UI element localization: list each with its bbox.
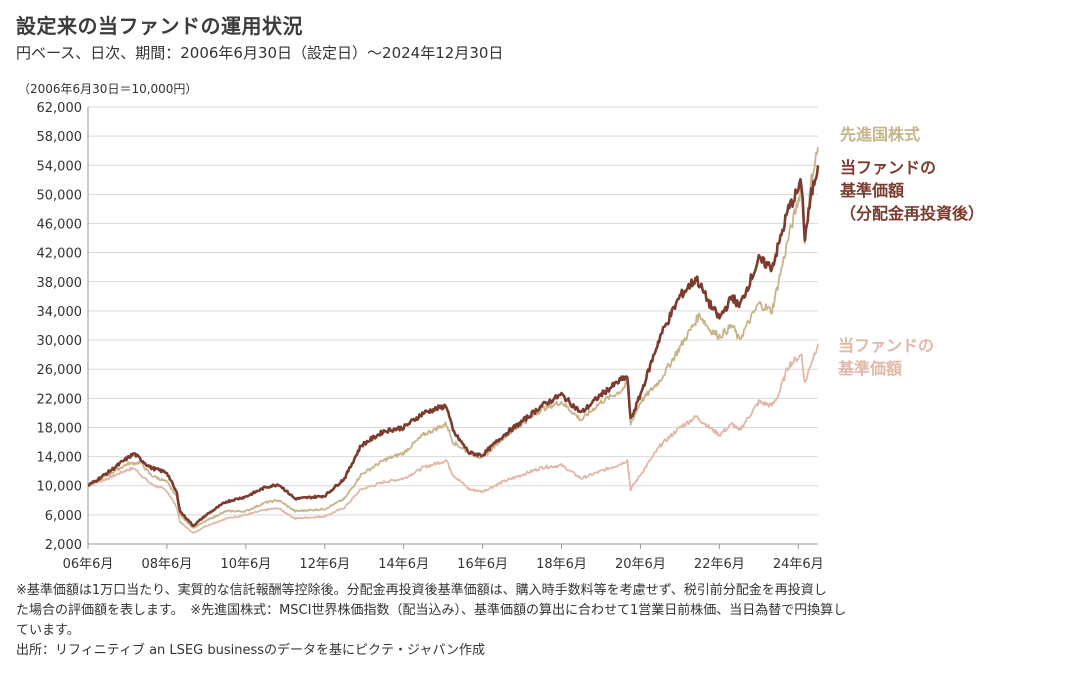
- footnote-line-3: ています。: [16, 623, 80, 638]
- chart-title: 設定来の当ファンドの運用状況: [16, 14, 303, 38]
- x-tick-label: 14年6月: [378, 557, 429, 572]
- series-line: [87, 343, 819, 534]
- footnote-line-1: ※基準価額は1万口当たり、実質的な信託報酬等控除後。分配金再投資後基準価額は、購…: [16, 583, 827, 598]
- y-tick-label: 30,000: [37, 334, 83, 349]
- series-label-fund-reinvested: 当ファンドの 基準価額 （分配金再投資後）: [840, 156, 984, 225]
- x-tick-label: 20年6月: [615, 557, 666, 572]
- x-tick-label: 18年6月: [536, 557, 587, 572]
- x-tick-label: 22年6月: [694, 557, 745, 572]
- y-tick-label: 62,000: [37, 101, 83, 116]
- y-tick-label: 6,000: [45, 509, 82, 524]
- x-tick-label: 24年6月: [773, 557, 824, 572]
- footnotes: ※基準価額は1万口当たり、実質的な信託報酬等控除後。分配金再投資後基準価額は、購…: [16, 581, 1046, 661]
- y-axis: 2,000 6,000 10,000 14,000 18,000 22,000 26,000…: [37, 101, 89, 553]
- source-note: 出所：リフィニティブ an LSEG businessのデータを基にピクテ・ジャ…: [16, 643, 486, 658]
- series-label-line: 基準価額: [840, 181, 905, 200]
- y-tick-label: 54,000: [37, 159, 83, 174]
- y-tick-label: 14,000: [37, 451, 83, 466]
- series-label-developed-equity: 先進国株式: [840, 123, 920, 146]
- x-tick-label: 08年6月: [142, 557, 193, 572]
- y-tick-label: 46,000: [37, 218, 83, 233]
- grid-lines: [88, 106, 818, 545]
- y-tick-label: 18,000: [37, 421, 83, 436]
- x-tick-label: 16年6月: [457, 557, 508, 572]
- x-tick-label: 12年6月: [299, 557, 350, 572]
- series-line: [87, 146, 819, 529]
- x-tick-label: 10年6月: [220, 557, 271, 572]
- y-tick-label: 58,000: [37, 130, 83, 145]
- x-axis: 06年6月 08年6月 10年6月 12年6月 14年6月 16年6月 18年6月 20年6月…: [63, 543, 824, 572]
- chart-subtitle: 円ベース、日次、期間：2006年6月30日（設定日）～2024年12月30日: [16, 44, 504, 62]
- y-tick-label: 42,000: [37, 247, 83, 262]
- y-tick-label: 2,000: [45, 538, 82, 553]
- unit-note: （2006年6月30日＝10,000円）: [18, 82, 198, 96]
- y-tick-label: 22,000: [37, 392, 83, 407]
- y-tick-label: 10,000: [37, 480, 83, 495]
- line-chart: 2,000 6,000 10,000 14,000 18,000 22,000 26,000…: [37, 101, 824, 572]
- series-label-line: 先進国株式: [840, 125, 921, 144]
- series-line: [87, 165, 820, 528]
- series-label-line: 当ファンドの: [838, 336, 935, 355]
- series-label-line: 基準価額: [838, 359, 903, 378]
- y-tick-label: 34,000: [37, 305, 83, 320]
- series-label-line: （分配金再投資後）: [840, 204, 985, 223]
- series-label-line: 当ファンドの: [840, 158, 937, 177]
- series-label-fund-nav: 当ファンドの 基準価額: [838, 334, 934, 380]
- footnote-line-2: た場合の評価額を表します。 ※先進国株式：MSCI世界株価指数（配当込み）、基準…: [16, 603, 847, 618]
- y-tick-label: 38,000: [37, 276, 83, 291]
- series-lines: [87, 146, 820, 534]
- y-tick-label: 26,000: [37, 363, 83, 378]
- x-tick-label: 06年6月: [63, 557, 114, 572]
- y-tick-label: 50,000: [37, 188, 83, 203]
